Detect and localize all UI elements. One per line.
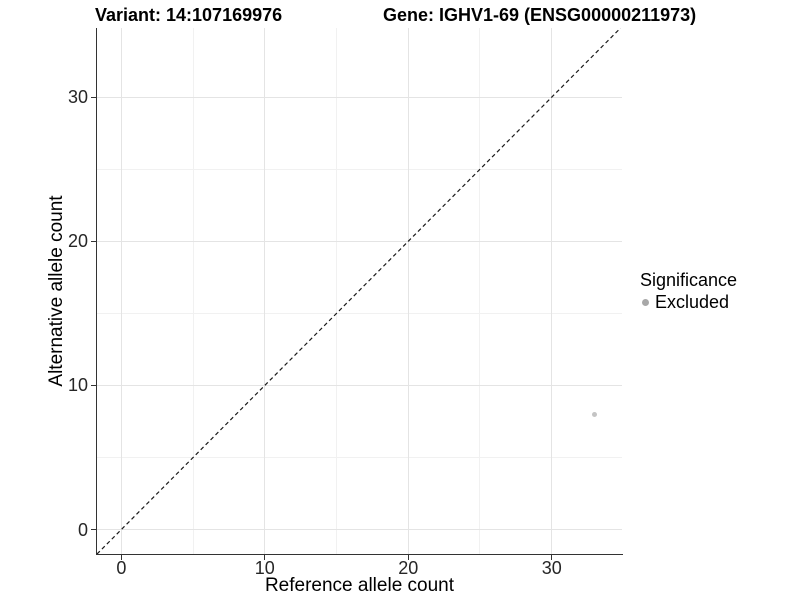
x-tick-label: 10 [254,558,275,578]
legend-title: Significance [640,270,738,290]
gridline-x-minor [192,28,194,554]
y-tick-label: 30 [67,87,88,108]
x-tick-label: 30 [541,558,562,578]
x-tick-mark [264,555,266,560]
plot-title-variant: Variant: 14:107169976 [95,5,283,25]
identity-dashed-line [97,28,621,554]
x-tick-mark [120,555,122,560]
legend-key-dot [642,299,649,306]
gridline-y-major [97,240,622,242]
gridline-y-major [97,96,622,98]
x-axis-line [96,554,623,555]
x-tick-mark [551,555,553,560]
y-tick-label: 20 [67,231,88,252]
y-tick-mark [91,529,96,530]
gridline-x-major [551,28,553,554]
y-tick-mark [91,384,96,386]
gridline-y-minor [97,168,622,170]
legend: Significance Excluded [640,270,737,313]
x-tick-label: 20 [398,558,419,578]
x-tick-label: 0 [116,558,127,578]
gridline-x-minor [479,28,481,554]
plot-panel [97,28,622,554]
y-tick-mark [91,240,96,242]
y-tick-label: 10 [67,375,88,396]
gridline-x-minor [336,28,338,554]
legend-items: Excluded [640,292,737,313]
gridline-x-major [264,28,266,554]
legend-item-label: Excluded [655,292,730,312]
gridline-y-minor [97,312,622,314]
x-tick-mark [407,555,409,560]
identity-line-layer [97,28,621,554]
gridline-y-major [97,529,622,530]
gridline-x-major [407,28,409,554]
legend-item: Excluded [640,292,737,313]
plot-title-gene: Gene: IGHV1-69 (ENSG00000211973) [383,5,697,25]
gridline-x-major [120,28,122,554]
x-axis-title: Reference allele count [264,575,455,596]
y-axis-line [96,28,97,555]
data-point [592,411,598,417]
y-tick-mark [91,96,96,98]
gridline-y-minor [97,456,622,458]
gridline-y-major [97,384,622,386]
y-tick-label: 0 [77,519,88,540]
y-axis-title: Alternative allele count [46,195,67,387]
